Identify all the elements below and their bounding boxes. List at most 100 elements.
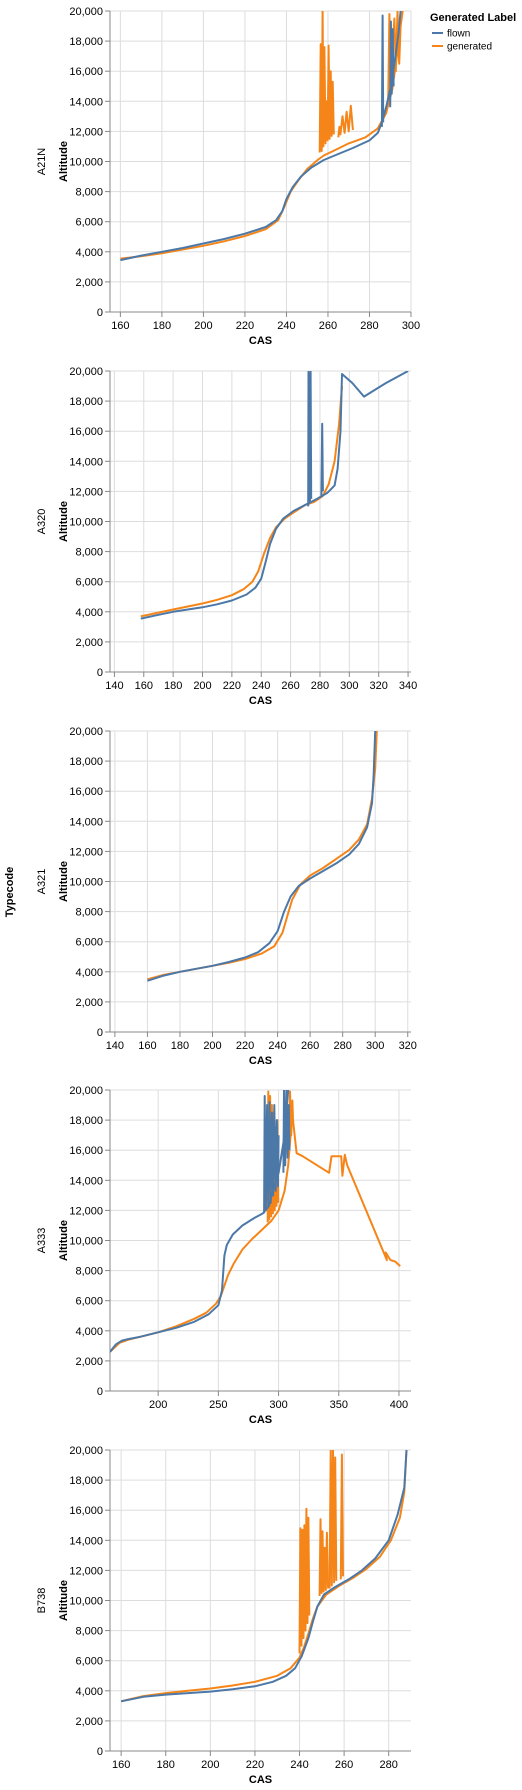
y-tick-label: 8,000 xyxy=(75,1266,103,1278)
series-group xyxy=(120,11,404,262)
x-tick-label: 260 xyxy=(281,680,299,692)
grid-A320 xyxy=(110,370,411,673)
x-tick-label: 220 xyxy=(223,680,241,692)
y-axis-title: Altitude xyxy=(58,501,70,542)
y-tick-label: 6,000 xyxy=(75,1296,103,1308)
y-tick-label: 10,000 xyxy=(69,877,103,889)
series-line-flown xyxy=(380,14,385,127)
y-tick-label: 20,000 xyxy=(69,1085,103,1097)
y-tick-label: 14,000 xyxy=(69,1535,103,1547)
series-line-generated xyxy=(266,1090,280,1223)
series-line-generated xyxy=(298,1507,311,1654)
x-tick-label: 180 xyxy=(153,320,171,332)
x-axis-title: CAS xyxy=(249,1774,272,1785)
x-tick-label: 280 xyxy=(360,320,378,332)
series-line-generated xyxy=(288,1090,401,1267)
series-line-generated xyxy=(337,104,354,138)
y-tick-label: 2,000 xyxy=(75,637,103,649)
panel-A320: 140 160 180 200 220 240 260 280 300 320 340 0 2,000 4… xyxy=(36,366,417,707)
x-tick-label: 320 xyxy=(370,680,388,692)
y-tick-label: 4,000 xyxy=(75,967,103,979)
series-line-generated xyxy=(318,11,335,153)
x-tick-label: 240 xyxy=(290,1759,308,1771)
y-tick-label: 10,000 xyxy=(69,157,103,169)
x-tick-label: 280 xyxy=(311,680,329,692)
x-tick-label: 300 xyxy=(366,1040,384,1052)
series-line-flown xyxy=(307,371,313,507)
x-tick-label: 300 xyxy=(269,1399,287,1411)
x-tick-label: 340 xyxy=(399,680,417,692)
y-tick-label: 4,000 xyxy=(75,247,103,259)
y-tick-label: 16,000 xyxy=(69,786,103,798)
legend-title: Generated Label xyxy=(430,12,516,24)
y-tick-label: 16,000 xyxy=(69,1145,103,1157)
series-line-generated xyxy=(120,1450,408,1703)
y-axis-title: Altitude xyxy=(58,1220,70,1261)
x-tick-label: 160 xyxy=(111,320,129,332)
y-tick-label: 4,000 xyxy=(75,607,103,619)
y-tick-label: 14,000 xyxy=(69,96,103,108)
series-line-generated xyxy=(328,1450,338,1589)
y-tick-label: 6,000 xyxy=(75,1656,103,1668)
series-line-flown xyxy=(120,1450,408,1703)
y-tick-label: 14,000 xyxy=(69,456,103,468)
series-group xyxy=(110,1090,401,1353)
y-axis-title: Altitude xyxy=(58,1580,70,1621)
y-tick-label: 16,000 xyxy=(69,426,103,438)
series-line-generated xyxy=(339,1453,344,1580)
grid-A321 xyxy=(110,730,411,1033)
legend-entries: flown generated xyxy=(432,29,492,53)
legend-entry-generated: generated xyxy=(432,42,492,53)
x-tick-label: 240 xyxy=(277,320,295,332)
series-line-flown xyxy=(140,371,409,620)
y-tick-label: 18,000 xyxy=(69,1475,103,1487)
y-tick-label: 10,000 xyxy=(69,1236,103,1248)
row-label-A321: A321 xyxy=(36,869,48,895)
y-tick-label: 10,000 xyxy=(69,517,103,529)
y-tick-label: 2,000 xyxy=(75,277,103,289)
panels: 160 180 200 220 240 260 280 300 0 2,000 4,000 6,000… xyxy=(36,6,420,1786)
x-tick-label: 160 xyxy=(112,1759,130,1771)
series-line-flown xyxy=(389,20,395,108)
series-line-flown xyxy=(263,1095,280,1214)
y-tick-label: 6,000 xyxy=(75,937,103,949)
legend-label-flown: flown xyxy=(447,29,470,40)
y-tick-label: 18,000 xyxy=(69,36,103,48)
x-tick-label: 180 xyxy=(171,1040,189,1052)
x-tick-label: 200 xyxy=(194,320,212,332)
y-tick-label: 0 xyxy=(97,1027,103,1039)
y-tick-label: 2,000 xyxy=(75,1716,103,1728)
y-tick-label: 8,000 xyxy=(75,547,103,559)
series-line-flown xyxy=(120,11,402,262)
panel-B738: 160 180 200 220 240 260 280 0 2,000 4,000 6,000 8,0… xyxy=(36,1445,411,1786)
y-tick-label: 6,000 xyxy=(75,217,103,229)
y-axis-title: Altitude xyxy=(58,141,70,182)
panel-A321: 140 160 180 200 220 240 260 280 300 320 0 2,000 4,00… xyxy=(36,726,417,1067)
series-line-flown xyxy=(147,731,377,982)
panel-A21N: 160 180 200 220 240 260 280 300 0 2,000 4,000 6,000… xyxy=(36,6,420,347)
x-tick-label: 260 xyxy=(301,1040,319,1052)
grid-B738 xyxy=(110,1449,411,1752)
x-tick-label: 160 xyxy=(135,680,153,692)
grid-A333 xyxy=(110,1089,411,1392)
series-line-flown xyxy=(110,1090,290,1353)
x-tick-label: 180 xyxy=(164,680,182,692)
y-tick-label: 18,000 xyxy=(69,396,103,408)
y-tick-label: 16,000 xyxy=(69,1505,103,1517)
y-tick-label: 20,000 xyxy=(69,6,103,18)
y-axis-title: Altitude xyxy=(58,861,70,902)
y-tick-label: 14,000 xyxy=(69,816,103,828)
legend-entry-flown: flown xyxy=(432,29,470,40)
y-tick-label: 14,000 xyxy=(69,1175,103,1187)
x-axis-title: CAS xyxy=(249,1414,272,1426)
y-tick-label: 8,000 xyxy=(75,907,103,919)
x-tick-label: 300 xyxy=(402,320,420,332)
x-tick-label: 220 xyxy=(236,320,254,332)
x-tick-label: 300 xyxy=(340,680,358,692)
x-tick-label: 240 xyxy=(268,1040,286,1052)
x-tick-label: 140 xyxy=(105,680,123,692)
x-tick-label: 200 xyxy=(149,1399,167,1411)
x-tick-label: 260 xyxy=(335,1759,353,1771)
series-line-flown xyxy=(320,422,324,496)
y-tick-label: 4,000 xyxy=(75,1326,103,1338)
